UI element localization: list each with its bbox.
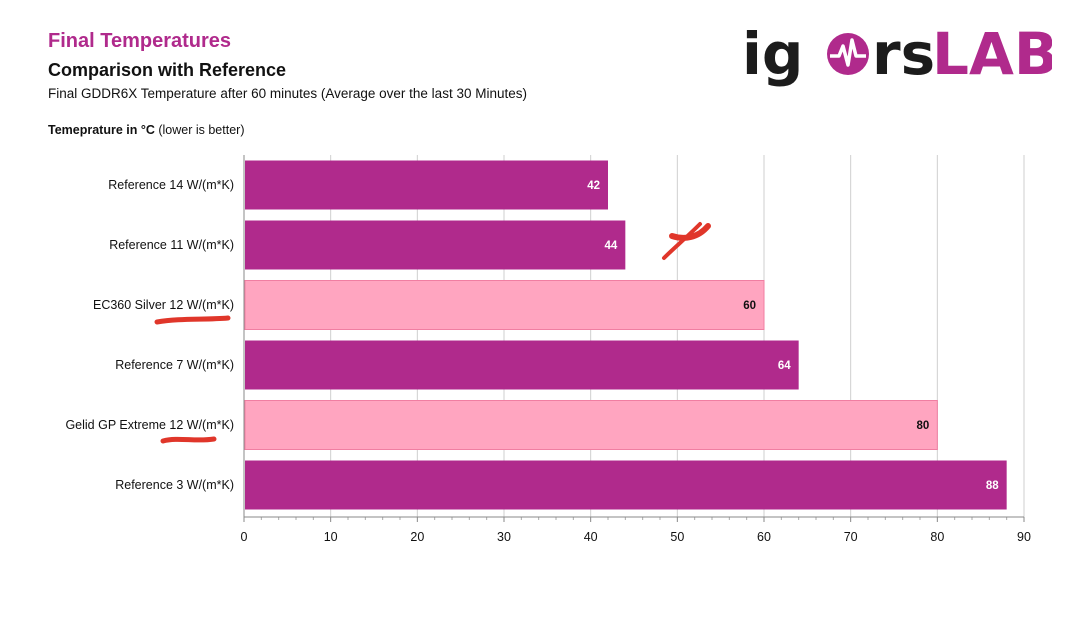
x-tick-label: 80 (930, 530, 944, 544)
axis-note-unit: Temeprature in °C (48, 123, 155, 137)
x-tick-label: 20 (410, 530, 424, 544)
bar-value-label: 42 (587, 180, 600, 192)
x-tick-label: 90 (1017, 530, 1031, 544)
bar-value-label: 44 (605, 240, 618, 252)
chart-subtitle: Comparison with Reference (48, 60, 287, 80)
bar (245, 460, 1007, 510)
chart-title: Final Temperatures (48, 30, 232, 52)
category-label: Reference 7 W/(m*K) (115, 358, 234, 372)
annotations (154, 222, 711, 444)
strike-mark-icon (669, 223, 711, 241)
bar (244, 400, 938, 450)
chart-description: Final GDDR6X Temperature after 60 minute… (48, 86, 527, 101)
bar-value-label: 60 (743, 300, 756, 312)
bars: 42 44 60 64 80 88 (244, 160, 1007, 510)
bar-value-label: 64 (778, 360, 791, 372)
category-label: EC360 Silver 12 W/(m*K) (93, 298, 234, 312)
category-labels: Reference 14 W/(m*K) Reference 11 W/(m*K)… (65, 178, 234, 492)
bar-value-label: 80 (917, 420, 930, 432)
axis-note-hint: (lower is better) (154, 123, 245, 137)
underline-mark-icon (160, 436, 217, 444)
logo-text-rs: rs (872, 20, 935, 88)
logo-heartbeat-icon (827, 33, 869, 75)
bar-value-label: 88 (986, 480, 999, 492)
category-label: Reference 3 W/(m*K) (115, 478, 234, 492)
logo-text-lab: LAB (932, 20, 1052, 88)
x-tick-label: 50 (670, 530, 684, 544)
bar (245, 220, 626, 270)
x-tick-label: 30 (497, 530, 511, 544)
bar (245, 160, 608, 210)
grid-lines (330, 155, 1025, 517)
x-tick-label: 0 (241, 530, 248, 544)
bar (245, 340, 799, 390)
logo-text-ig: ig (742, 20, 803, 88)
category-label: Gelid GP Extreme 12 W/(m*K) (65, 418, 234, 432)
x-tick-label: 10 (324, 530, 338, 544)
x-axis: 0 10 20 30 40 50 60 70 80 90 (241, 155, 1031, 544)
axis-note: Temeprature in °C (lower is better) (48, 123, 244, 137)
category-label: Reference 11 W/(m*K) (109, 238, 234, 252)
strike-mark-icon (662, 222, 702, 260)
igorslab-logo: ig rs LAB (742, 20, 1052, 88)
x-tick-label: 60 (757, 530, 771, 544)
x-tick-label: 70 (844, 530, 858, 544)
bar (244, 280, 765, 330)
x-tick-label: 40 (584, 530, 598, 544)
underline-mark-icon (154, 315, 231, 325)
category-label: Reference 14 W/(m*K) (108, 178, 234, 192)
